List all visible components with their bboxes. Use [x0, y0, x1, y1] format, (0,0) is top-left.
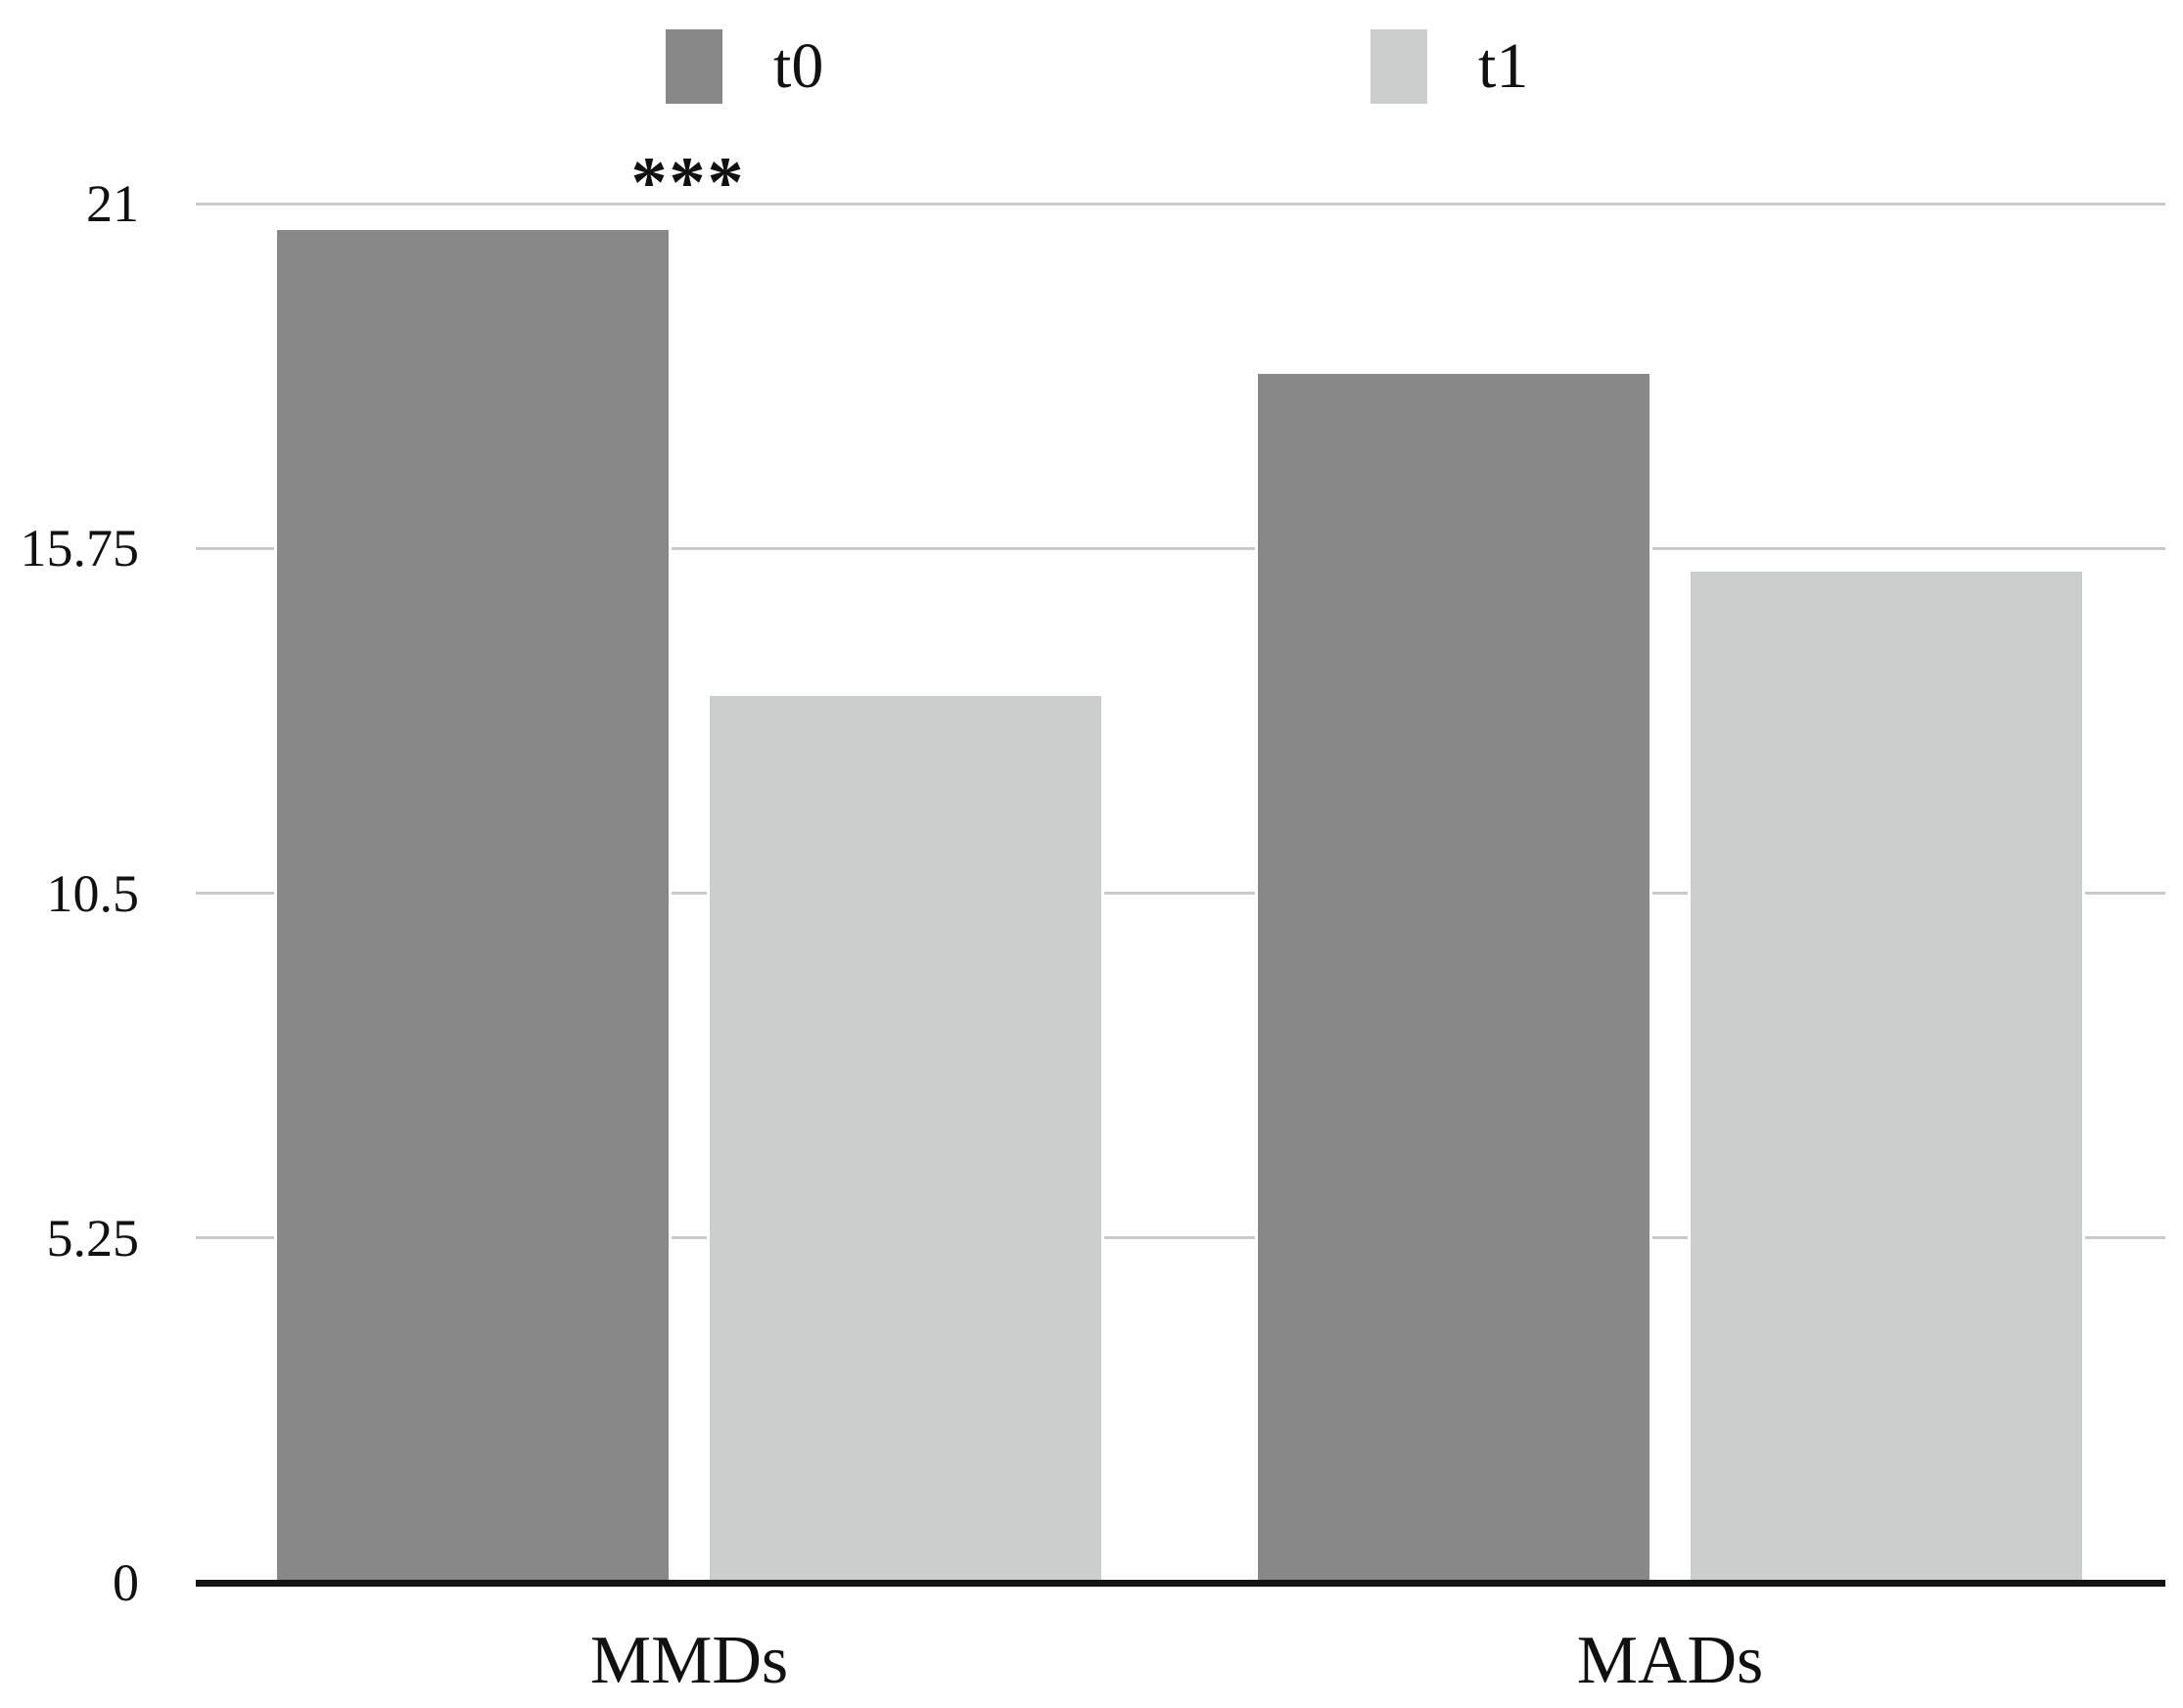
- y-tick-label-15.75: 15.75: [20, 519, 140, 578]
- bar-MADs-t1: [1691, 571, 2082, 1583]
- gridline-21: [196, 202, 2165, 206]
- significance-annotation: ***: [630, 143, 746, 223]
- gridline-5.25: [196, 1236, 2165, 1240]
- legend-label-t0: t0: [773, 30, 824, 102]
- y-tick-label-10.5: 10.5: [46, 863, 140, 923]
- y-tick-label-5.25: 5.25: [46, 1208, 140, 1268]
- legend-item-t1: t1: [1370, 29, 1528, 104]
- plot-area: [196, 202, 2165, 1583]
- bar-MADs-t0: [1258, 374, 1649, 1583]
- gridline-10.5: [196, 892, 2165, 895]
- legend-label-t1: t1: [1478, 30, 1529, 102]
- legend-swatch-t1: [1370, 29, 1427, 104]
- gridline-15.75: [196, 546, 2165, 550]
- bar-MMDs-t1: [710, 696, 1101, 1583]
- y-tick-label-21: 21: [86, 174, 139, 233]
- legend-item-t0: t0: [666, 29, 823, 104]
- x-category-label-MADs: MADs: [1576, 1623, 1764, 1698]
- x-axis-baseline: [196, 1580, 2165, 1587]
- x-category-label-MMDs: MMDs: [589, 1623, 789, 1698]
- y-tick-label-0: 0: [113, 1553, 139, 1612]
- legend-swatch-t0: [666, 29, 722, 104]
- bar-MMDs-t0: [277, 229, 669, 1583]
